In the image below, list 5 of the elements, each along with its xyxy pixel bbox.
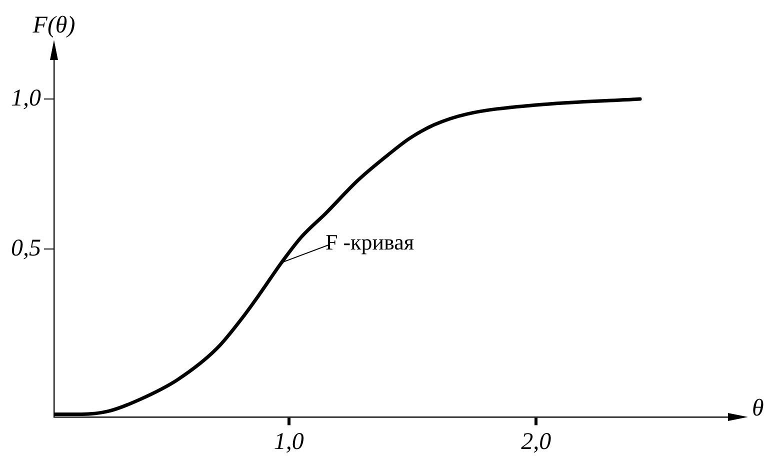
x-tick-label: 2,0 xyxy=(521,428,552,455)
annotation: F -кривая xyxy=(325,229,414,254)
x-axis-title: θ xyxy=(752,396,764,422)
y-tick-label: 0,5 xyxy=(11,235,41,262)
y-axis-title: F(θ) xyxy=(32,12,76,38)
